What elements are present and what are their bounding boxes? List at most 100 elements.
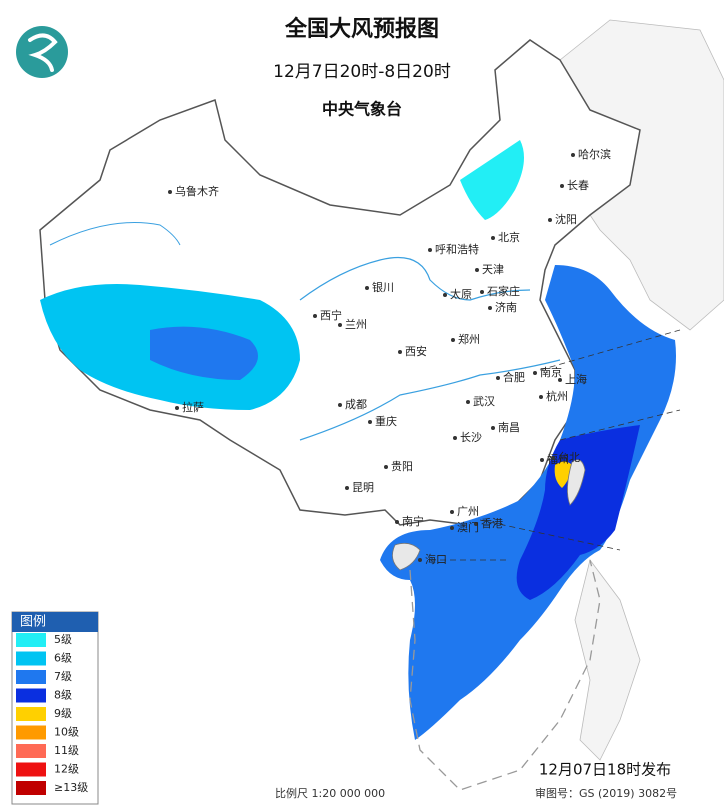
city-dot	[474, 522, 478, 526]
city-label: 武汉	[473, 395, 495, 408]
city-label: 昆明	[352, 481, 374, 494]
river	[49, 222, 181, 246]
city-dot	[451, 338, 455, 342]
city-label: 石家庄	[487, 284, 520, 298]
city-label: 海口	[425, 552, 447, 566]
legend-swatch	[16, 651, 46, 666]
city-dot	[338, 403, 342, 407]
city-dot	[488, 306, 492, 310]
city-label: 重庆	[375, 414, 397, 428]
city-dot	[540, 458, 544, 462]
city-label: 太原	[450, 288, 472, 301]
city-dot	[384, 465, 388, 469]
city-label: 南昌	[498, 421, 520, 434]
city-dot	[338, 323, 342, 327]
city-dot	[558, 378, 562, 382]
city-label: 北京	[498, 230, 520, 244]
legend-label: 11级	[54, 744, 79, 757]
neighbor-land	[574, 559, 641, 761]
city-label: 台北	[558, 450, 580, 464]
city-dot	[450, 526, 454, 530]
legend-items: 5级 6级 7级 8级 9级 10级 11级 12级 ≥13级	[16, 633, 88, 795]
city-dot	[491, 236, 495, 240]
legend-swatch	[16, 725, 46, 740]
city-label: 杭州	[546, 389, 568, 403]
city-label: 兰州	[345, 318, 367, 331]
city-dot	[548, 218, 552, 222]
city-dot	[491, 426, 495, 430]
city-dot	[345, 486, 349, 490]
city-dot	[560, 184, 564, 188]
subtitle: 12月7日20时-8日20时	[273, 62, 451, 82]
city-dot	[496, 376, 500, 380]
wind-area	[516, 425, 640, 600]
city-label: 福州	[547, 452, 569, 466]
city-dot	[466, 400, 470, 404]
city-dot	[551, 456, 555, 460]
logo-mark	[28, 33, 58, 72]
river	[299, 256, 531, 301]
city-label: 澳门	[457, 520, 479, 534]
city-dot	[175, 406, 179, 410]
legend-label: 9级	[54, 707, 72, 720]
city-dot	[571, 153, 575, 157]
legend-swatch	[16, 670, 46, 684]
city-dot	[365, 286, 369, 290]
legend-label: 6级	[54, 652, 72, 665]
city-label: 沈阳	[555, 212, 577, 226]
city-label: 呼和浩特	[435, 242, 479, 256]
legend-label: 7级	[54, 670, 72, 683]
city-label: 天津	[482, 263, 504, 276]
city-label: 拉萨	[182, 400, 204, 414]
legend-label: 5级	[54, 633, 72, 646]
city-dot	[453, 436, 457, 440]
legend-header	[12, 612, 98, 632]
title: 全国大风预报图	[284, 16, 439, 42]
city-dot	[428, 248, 432, 252]
city-label: 合肥	[503, 370, 525, 384]
city-label: 西宁	[320, 308, 342, 322]
legend-swatch	[16, 744, 46, 758]
city-label: 成都	[345, 398, 367, 411]
legend-title: 图例	[20, 615, 46, 630]
scale: 比例尺 1:20 000 000	[275, 786, 385, 800]
city-dot	[395, 520, 399, 524]
city-label: 长沙	[460, 431, 482, 444]
city-dot	[368, 420, 372, 424]
city-label: 香港	[481, 517, 503, 530]
city-dot	[539, 395, 543, 399]
sea-area-line	[430, 329, 681, 561]
city-label: 西安	[405, 344, 427, 358]
legend-swatch	[16, 688, 46, 703]
legend-label: ≥13级	[54, 781, 88, 794]
city-dot	[418, 558, 422, 562]
hainan-island	[392, 542, 421, 571]
legend-label: 8级	[54, 689, 72, 702]
city-label: 济南	[495, 300, 517, 314]
taiwan-island	[567, 459, 586, 506]
city-dot	[480, 290, 484, 294]
city-label: 乌鲁木齐	[175, 184, 219, 198]
river	[299, 359, 561, 441]
city-dot	[450, 510, 454, 514]
city-label: 哈尔滨	[578, 147, 611, 161]
city-dot	[168, 190, 172, 194]
city-dot	[398, 350, 402, 354]
legend-label: 12级	[54, 763, 79, 776]
legend-swatch	[16, 781, 46, 795]
city-dot	[475, 268, 479, 272]
city-label: 银川	[372, 280, 394, 294]
legend-swatch	[16, 762, 46, 777]
publish-time: 12月07日18时发布	[539, 761, 671, 779]
legend-swatch	[16, 707, 46, 721]
wind-area	[150, 326, 258, 380]
sea-boundary	[409, 559, 601, 791]
wind-area	[554, 461, 572, 488]
wind-area	[380, 265, 676, 740]
review-number: 审图号：GS (2019) 3082号	[535, 786, 677, 800]
city-label: 郑州	[458, 332, 480, 346]
city-label: 南京	[540, 365, 562, 379]
